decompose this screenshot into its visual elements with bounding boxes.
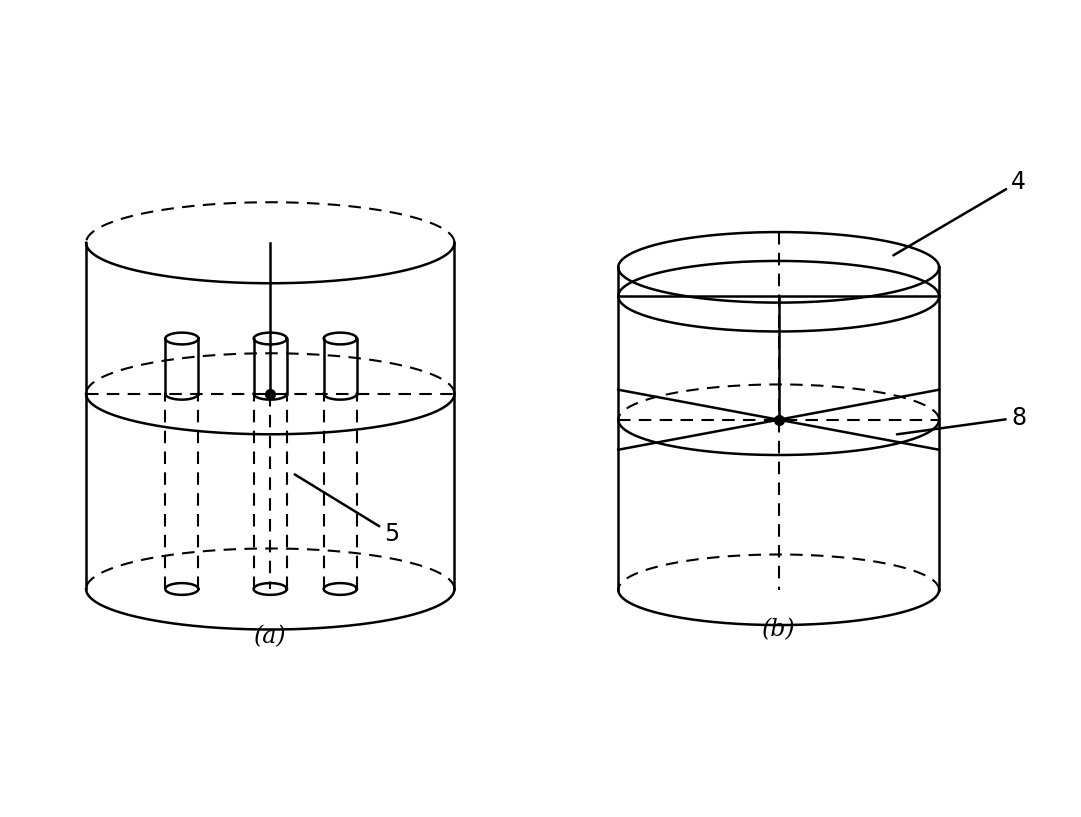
Text: 4: 4 (893, 170, 1026, 256)
Text: 5: 5 (295, 475, 400, 546)
Text: (a): (a) (254, 625, 286, 648)
Text: (b): (b) (762, 618, 796, 641)
Text: 8: 8 (897, 405, 1026, 435)
